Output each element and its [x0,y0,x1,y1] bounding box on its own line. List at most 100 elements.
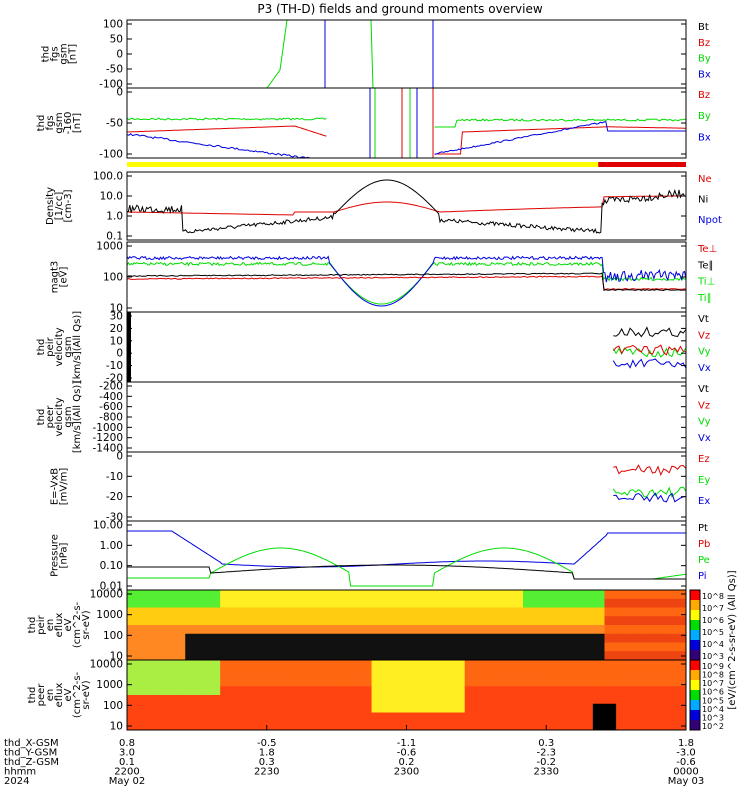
heatmap-cell [488,651,501,660]
heatmap-cell [196,607,210,617]
colorbar-tick: 10^7 [702,679,724,688]
heatmap-cell [278,712,291,722]
ylabel-line: eflux [54,613,65,638]
heatmap-cell [255,660,268,670]
ylabel-line: sr-eV) [81,610,92,639]
series-ni [127,179,686,234]
ylabel-line: eV [63,688,74,701]
colorbar-tick: 10^5 [702,628,724,637]
heatmap-cell [371,712,384,722]
heatmap-cell [220,660,233,670]
heatmap-cell [557,695,571,705]
legend-entry: By [698,111,711,122]
heatmap-cell [418,633,431,643]
colorbar-tick: 10^2 [702,722,724,731]
heatmap-cell [418,712,431,722]
heatmap-cell [406,721,419,730]
heatmap-cell [371,607,384,617]
heatmap-cell [406,703,419,713]
ytick-label: 10 [110,721,123,733]
heatmap-cell [301,607,314,617]
heatmap-cell [324,668,338,678]
ylabel-line: gsm [63,336,74,357]
heatmap-cell [592,660,605,670]
heatmap-cell [138,686,151,696]
heatmap-cell [499,703,512,713]
ylabel-line: Pressure [50,534,61,577]
heatmap-cell [418,721,431,730]
heatmap-cell [394,590,407,600]
heatmap-cell [511,703,524,713]
legend-entry: Ez [698,454,710,465]
heatmap-cell [453,686,466,696]
heatmap-cell [406,651,419,660]
heatmap-cell [476,651,489,660]
heatmap-cell [324,695,338,705]
heatmap-cell [290,642,303,652]
series-e [613,492,686,503]
heatmap-cell [499,590,512,600]
ytick-label: 0 [116,87,123,99]
heatmap-cell [266,686,279,696]
heatmap-cell [522,660,536,670]
heatmap-cell [499,695,512,705]
colorbar-tick: 10^3 [702,652,724,661]
heatmap-cell [359,590,373,600]
heatmap-cell [185,590,198,600]
heatmap-cell [173,633,186,643]
heatmap-cell [546,721,559,730]
heatmap-cell [488,668,501,678]
heatmap-cell [185,651,198,660]
plot-area-temperature [127,255,686,307]
legend-entry: Bt [698,22,709,33]
heatmap-cell [336,590,349,600]
heatmap-cell [464,686,477,696]
heatmap-cell [581,625,594,635]
heatmap-cell [627,660,640,670]
heatmap-cell [592,598,605,608]
heatmap-cell [662,651,675,660]
heatmap-cell [208,598,221,608]
heatmap-cell [266,695,279,705]
ylabel-line: peir [45,336,56,356]
heatmap-cell [511,677,524,687]
heatmap-cell [196,598,210,608]
heatmap-cell [394,642,407,652]
legend-entry: Vy [698,417,711,428]
heatmap-cell [359,598,373,608]
heatmap-cell [161,695,175,705]
panel-density: 100.0 10.0 1.0 0.1 Density[1/cc][cm-3] Ne Ni Np… [45,171,722,243]
heatmap-cell [499,668,512,678]
heatmap-cell [511,721,524,730]
heatmap-cell [196,686,210,696]
heatmap-cell [499,607,512,617]
heatmap-cell [569,712,582,722]
heatmap-cell [627,721,640,730]
heatmap-cell [127,660,140,670]
xaxis-value: 0.1 [119,757,135,768]
panels: 100500-50-100thdfgsgsm[nT]BtBzByBx0-50-1… [27,19,738,733]
heatmap-cell [348,633,361,643]
legend-entry: Bx [698,69,711,80]
heatmap-cell [208,712,221,722]
legend-entry: Vt [698,384,709,395]
heatmap-cell [383,598,396,608]
heatmap-cell [488,660,501,670]
heatmap-cell [522,668,536,678]
heatmap-cell [336,651,349,660]
ytick-label: -1000 [92,422,123,434]
xaxis-value: 2330 [534,767,559,778]
heatmap-cell [511,598,524,608]
xaxis-value: 0.3 [259,757,275,768]
heatmap-cell [511,642,524,652]
heatmap-cell [243,642,256,652]
heatmap-cell [651,721,664,730]
heatmap-cell [127,695,140,705]
heatmap-cell [196,642,210,652]
heatmap-cell [674,625,686,635]
series-bx [127,121,686,158]
xaxis-value: -0.2 [536,757,556,768]
heatmap-cell [150,607,163,617]
heatmap-cell [627,668,640,678]
heatmap-cell [557,616,571,626]
